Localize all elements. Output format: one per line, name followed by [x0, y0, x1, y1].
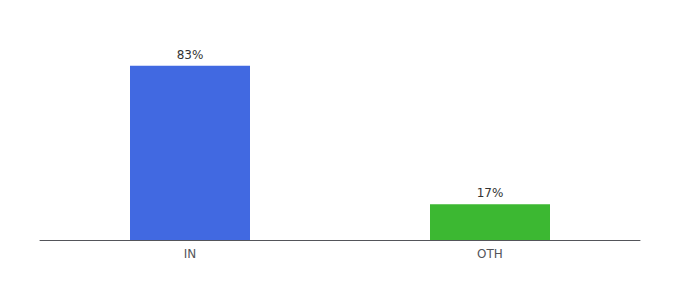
- svg-text:17%: 17%: [477, 186, 504, 200]
- svg-text:IN: IN: [184, 247, 197, 261]
- svg-text:OTH: OTH: [477, 247, 503, 261]
- svg-text:83%: 83%: [177, 48, 204, 62]
